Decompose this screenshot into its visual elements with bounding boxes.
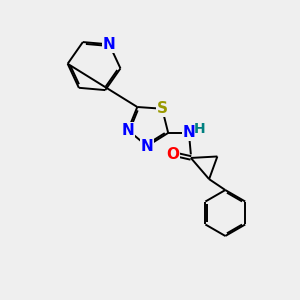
Text: N: N <box>103 37 116 52</box>
Text: N: N <box>122 123 134 138</box>
Text: N: N <box>141 139 153 154</box>
Text: N: N <box>183 125 196 140</box>
Text: S: S <box>157 101 168 116</box>
Text: H: H <box>194 122 206 136</box>
Text: O: O <box>166 148 179 163</box>
